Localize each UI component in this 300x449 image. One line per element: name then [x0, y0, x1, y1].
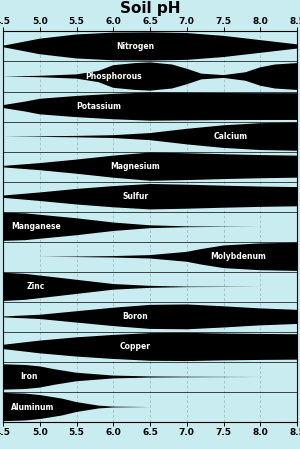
- Text: Aluminum: Aluminum: [11, 403, 54, 412]
- Polygon shape: [3, 364, 297, 390]
- Polygon shape: [3, 92, 297, 121]
- Polygon shape: [3, 273, 297, 301]
- Text: Iron: Iron: [20, 373, 38, 382]
- Polygon shape: [3, 62, 297, 91]
- Text: Magnesium: Magnesium: [110, 162, 160, 171]
- Polygon shape: [3, 333, 297, 361]
- Title: Soil pH: Soil pH: [120, 1, 180, 16]
- Polygon shape: [3, 184, 297, 209]
- Text: Boron: Boron: [122, 313, 148, 321]
- Text: Sulfur: Sulfur: [122, 192, 148, 201]
- Polygon shape: [3, 153, 297, 181]
- Text: Copper: Copper: [120, 343, 151, 352]
- Polygon shape: [3, 393, 297, 421]
- Text: Manganese: Manganese: [11, 222, 61, 231]
- Polygon shape: [3, 123, 297, 151]
- Polygon shape: [3, 242, 297, 271]
- Polygon shape: [3, 304, 297, 329]
- Text: Molybdenum: Molybdenum: [210, 252, 266, 261]
- Polygon shape: [3, 32, 297, 61]
- Text: Phosphorous: Phosphorous: [85, 72, 142, 81]
- Text: Potassium: Potassium: [76, 102, 121, 111]
- Polygon shape: [3, 213, 297, 241]
- Text: Nitrogen: Nitrogen: [116, 42, 154, 51]
- Text: Calcium: Calcium: [214, 132, 248, 141]
- Text: Zinc: Zinc: [27, 282, 45, 291]
